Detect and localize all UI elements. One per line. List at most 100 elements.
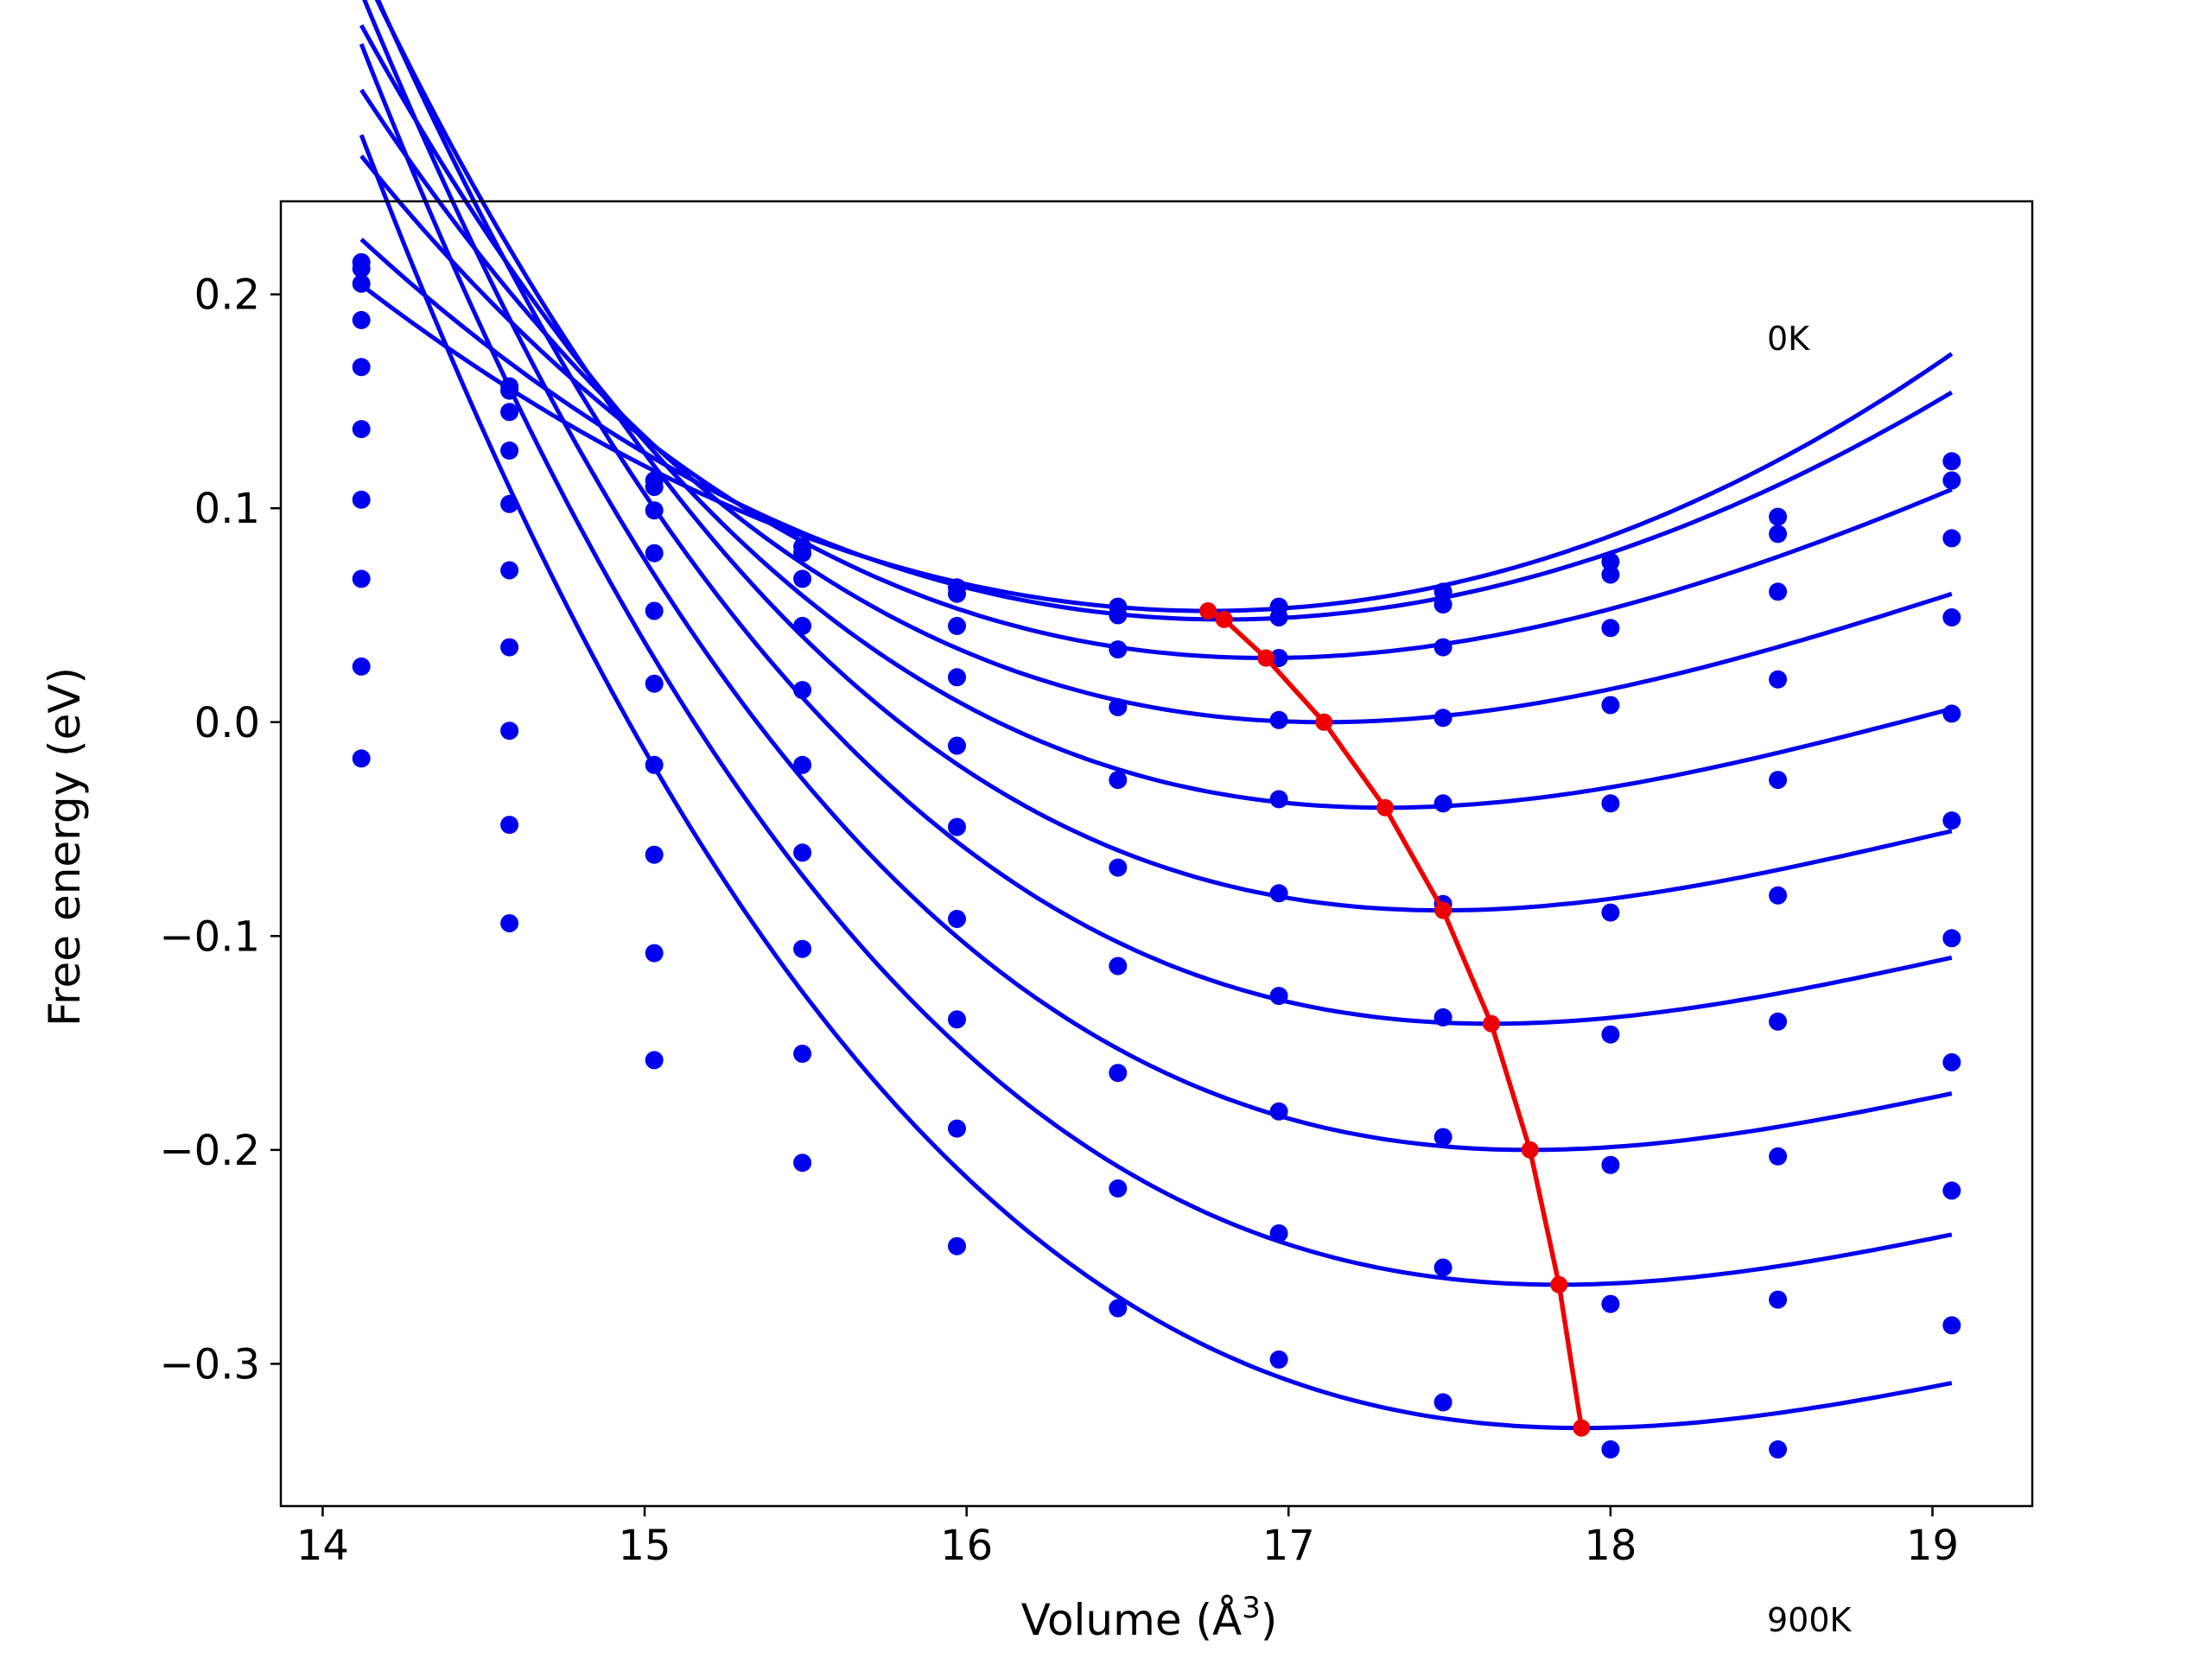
data-point-s2-2 (500, 381, 519, 400)
data-point-s3-4 (793, 569, 812, 588)
data-point-s4-3 (645, 543, 664, 563)
data-point-s6-4 (793, 755, 812, 774)
fit-curve-3 (359, 154, 1953, 661)
data-point-s8-9 (1601, 1155, 1620, 1174)
x-axis-title-main: Volume (Å (1021, 1595, 1243, 1645)
data-point-s4-9 (1601, 696, 1620, 715)
data-point-s9-7 (1269, 1224, 1288, 1243)
data-point-s9-1 (352, 657, 371, 676)
data-point-s5-5 (948, 736, 966, 755)
data-point-s10-10 (1769, 1440, 1788, 1459)
data-point-s6-3 (645, 674, 664, 693)
data-point-s7-10 (1769, 1012, 1788, 1031)
y-tick-label-1: 0.1 (194, 485, 260, 533)
data-point-s9-4 (793, 1045, 812, 1063)
data-point-s4-2 (500, 441, 519, 460)
data-point-s2-10 (1769, 524, 1788, 543)
data-point-s9-5 (948, 1119, 966, 1138)
y-tick-label-5: −0.3 (159, 1340, 260, 1389)
data-point-s10-4 (793, 1154, 812, 1173)
data-point-s5-11 (1942, 704, 1961, 723)
x-tick-label-18: 18 (1584, 1522, 1637, 1570)
data-point-s10-8 (1433, 1393, 1452, 1412)
data-point-s5-10 (1769, 771, 1788, 790)
fit-curve-1 (359, 283, 1954, 613)
data-point-s1-8 (1433, 582, 1452, 601)
data-point-s4-5 (948, 668, 966, 687)
data-point-s4-7 (1269, 710, 1288, 729)
data-point-s5-9 (1601, 794, 1620, 813)
y-tick-label-0: 0.2 (194, 271, 260, 320)
x-axis-title-superscript: 3 (1242, 1591, 1261, 1625)
data-point-s7-7 (1269, 987, 1288, 1006)
data-point-s2-7 (1269, 608, 1288, 626)
data-point-s2-8 (1433, 595, 1452, 614)
minimum-point-3 (1257, 649, 1275, 667)
data-point-s3-8 (1433, 638, 1452, 657)
y-axis-title: Free energy (eV) (40, 667, 90, 1027)
data-point-s6-9 (1601, 903, 1620, 922)
x-axis-title-close: ) (1261, 1595, 1278, 1645)
data-point-s6-10 (1769, 886, 1788, 905)
data-point-s4-11 (1942, 608, 1961, 626)
data-point-s3-5 (948, 616, 966, 635)
data-point-s8-3 (645, 845, 664, 864)
data-point-s7-3 (645, 755, 664, 774)
minimum-point-1 (1199, 602, 1217, 620)
data-point-s10-6 (1109, 1299, 1128, 1318)
data-point-s9-3 (645, 944, 664, 963)
plot-frame (279, 200, 2034, 1508)
data-point-s1-11 (1942, 452, 1961, 471)
data-point-s10-2 (500, 914, 519, 932)
data-point-s4-6 (1109, 697, 1128, 716)
data-point-s3-9 (1601, 619, 1620, 638)
data-point-s3-10 (1769, 582, 1788, 601)
data-point-s8-11 (1942, 1052, 1961, 1071)
data-point-s2-5 (948, 584, 966, 603)
data-point-s7-11 (1942, 929, 1961, 948)
plot-area (352, 0, 1961, 1459)
data-point-s7-1 (352, 490, 371, 509)
data-point-s5-7 (1269, 790, 1288, 809)
data-point-s5-8 (1433, 794, 1452, 813)
data-point-s9-9 (1601, 1294, 1620, 1313)
fit-curve-8 (362, 0, 1953, 1153)
data-point-s10-7 (1269, 1350, 1288, 1369)
fit-curve-10 (359, 134, 1953, 1431)
data-point-s3-11 (1942, 529, 1961, 548)
fit-curve-9 (359, 42, 1953, 1287)
data-point-s8-8 (1433, 1128, 1452, 1147)
minimum-point-7 (1483, 1014, 1500, 1033)
x-tick-label-19: 19 (1906, 1522, 1959, 1570)
data-point-s7-5 (948, 910, 966, 928)
minimum-point-10 (1573, 1419, 1591, 1437)
y-tick-label-3: −0.1 (159, 912, 260, 961)
minimum-point-8 (1521, 1141, 1539, 1159)
fit-curve-7 (375, 0, 1953, 1027)
data-point-s2-4 (793, 543, 812, 563)
data-point-s6-11 (1942, 811, 1961, 830)
data-point-s9-11 (1942, 1181, 1961, 1200)
data-point-s8-4 (793, 939, 812, 958)
data-point-s7-4 (793, 843, 812, 862)
data-point-s9-10 (1769, 1290, 1788, 1309)
data-point-s3-7 (1269, 649, 1288, 667)
data-point-s3-3 (645, 501, 664, 520)
axes: 14 15 16 17 18 19 0.2 0.1 0.0 −0.1 −0.2 −0.3 (159, 200, 2034, 1570)
data-point-s9-6 (1109, 1179, 1128, 1198)
fit-curve-2 (359, 238, 1954, 622)
data-point-s2-1 (352, 259, 371, 278)
data-point-s6-5 (948, 817, 966, 836)
minimum-point-9 (1550, 1275, 1568, 1294)
minimum-point-6 (1434, 901, 1452, 919)
data-point-s5-6 (1109, 771, 1128, 790)
data-point-s5-2 (500, 494, 519, 513)
annotation-0k: 0K (1767, 320, 1810, 358)
data-point-s6-7 (1269, 884, 1288, 903)
data-point-s10-5 (948, 1236, 966, 1255)
data-point-s4-4 (793, 616, 812, 635)
data-point-s9-2 (500, 816, 519, 835)
data-point-s8-1 (352, 569, 371, 588)
data-point-s6-2 (500, 561, 519, 580)
